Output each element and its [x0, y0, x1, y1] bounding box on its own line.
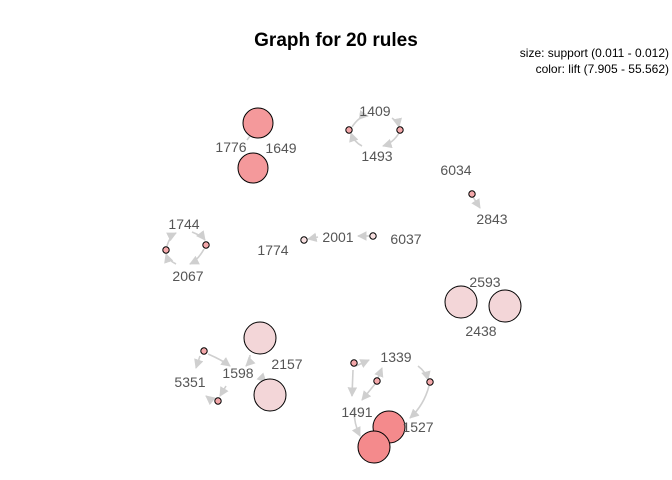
rule-node — [426, 378, 434, 386]
edges-layer — [164, 110, 481, 437]
rule-node — [243, 321, 277, 355]
rule-node — [202, 241, 210, 249]
edge — [382, 132, 400, 149]
edge — [207, 353, 231, 367]
item-label: 1491 — [341, 404, 372, 420]
nodes-layer — [162, 107, 522, 464]
edge — [194, 355, 204, 369]
item-label: 1409 — [359, 103, 390, 119]
item-label: 2067 — [172, 268, 203, 284]
legend-color: color: lift (7.905 - 55.562) — [536, 62, 669, 76]
rule-node — [253, 378, 287, 412]
item-label: 6034 — [440, 162, 471, 178]
item-label: 1776 — [215, 139, 246, 155]
edge — [409, 385, 430, 419]
edge — [191, 230, 206, 241]
edge — [351, 409, 361, 437]
item-label: 1493 — [361, 148, 392, 164]
graph-title: Graph for 20 rules — [254, 30, 418, 51]
item-label: 5351 — [174, 374, 205, 390]
item-label: 1649 — [265, 140, 296, 156]
item-label: 1339 — [380, 349, 411, 365]
rule-node — [237, 152, 269, 184]
legend-size: size: support (0.011 - 0.012) — [520, 46, 669, 60]
rule-node — [300, 236, 308, 244]
labels-layer: 1776 1649 1409 1493 6034 2843 1744 2067 … — [168, 103, 507, 435]
edge — [471, 196, 481, 209]
item-label: 1527 — [402, 419, 433, 435]
edge — [374, 367, 384, 379]
rule-node — [396, 126, 404, 134]
item-label: 2438 — [465, 323, 496, 339]
edge — [361, 383, 376, 401]
edge — [189, 248, 205, 265]
edge — [307, 232, 319, 243]
edge — [205, 395, 216, 406]
rule-node — [345, 126, 353, 134]
item-label: 2157 — [271, 356, 302, 372]
edge — [219, 385, 229, 397]
rule-node — [214, 397, 222, 405]
item-label: 6037 — [390, 231, 421, 247]
item-label: 1744 — [168, 216, 199, 232]
rule-node — [468, 190, 476, 198]
edge — [245, 354, 256, 367]
edge — [391, 117, 403, 128]
rule-node — [369, 232, 377, 240]
rule-node — [200, 347, 208, 355]
edge — [347, 369, 358, 397]
rule-node — [444, 285, 478, 319]
item-label: 2593 — [469, 274, 500, 290]
edge — [349, 132, 363, 147]
edge — [164, 253, 177, 265]
edge — [417, 365, 431, 381]
rule-node — [373, 377, 381, 385]
rule-node — [350, 359, 358, 367]
rule-node — [242, 107, 274, 139]
item-label: 2843 — [476, 211, 507, 227]
rule-node — [357, 430, 391, 464]
edge — [355, 359, 370, 368]
item-label: 2001 — [322, 229, 353, 245]
rule-node — [488, 289, 522, 323]
edge — [166, 232, 177, 247]
edge — [351, 110, 369, 128]
item-label: 1774 — [257, 242, 288, 258]
rule-node — [162, 246, 170, 254]
item-label: 1598 — [222, 365, 253, 381]
